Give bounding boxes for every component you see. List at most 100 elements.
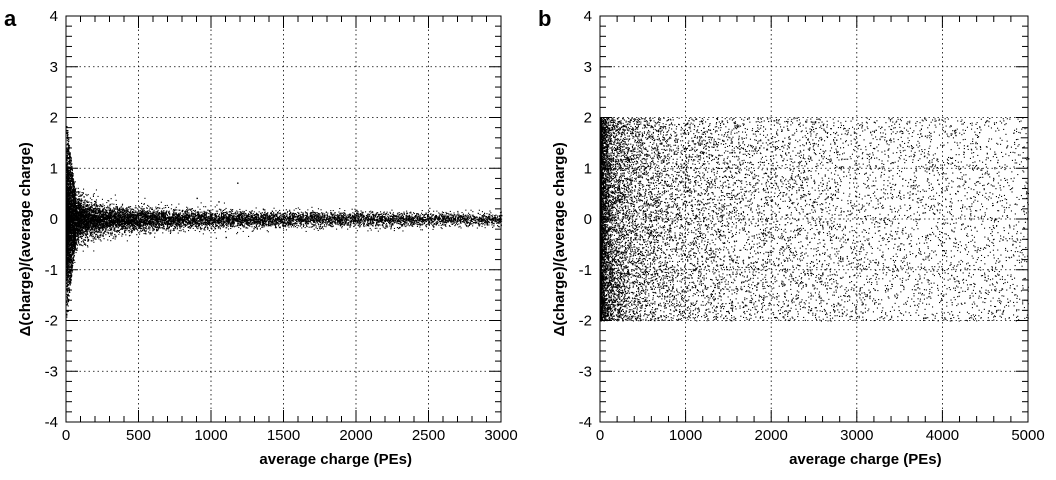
scatter-point: [452, 214, 454, 216]
scatter-point: [401, 220, 403, 222]
scatter-point: [145, 230, 147, 232]
scatter-point: [393, 214, 395, 216]
scatter-point: [448, 225, 450, 227]
scatter-point: [89, 217, 91, 219]
scatter-point: [205, 211, 207, 213]
scatter-point: [491, 224, 493, 226]
scatter-point: [448, 218, 450, 220]
scatter-point: [248, 235, 250, 237]
scatter-point: [227, 225, 229, 227]
scatter-point: [110, 216, 112, 218]
scatter-point: [223, 209, 225, 211]
scatter-point: [226, 225, 228, 227]
scatter-point: [178, 230, 180, 232]
scatter-point: [85, 218, 87, 220]
scatter-point: [421, 212, 423, 214]
scatter-point: [440, 214, 442, 216]
scatter-point: [205, 216, 207, 218]
scatter-point: [253, 227, 255, 229]
scatter-point: [224, 209, 226, 211]
scatter-point: [429, 207, 431, 209]
scatter-point: [386, 223, 388, 225]
scatter-point: [66, 291, 68, 293]
scatter-point: [397, 217, 399, 219]
scatter-point: [211, 216, 213, 218]
scatter-point: [293, 209, 295, 211]
scatter-point: [190, 227, 192, 229]
scatter-point: [232, 219, 234, 221]
scatter-point: [340, 212, 342, 214]
scatter-point: [318, 224, 320, 226]
scatter-point: [194, 229, 196, 231]
scatter-point: [105, 221, 107, 223]
scatter-point: [444, 214, 446, 216]
scatter-point: [113, 209, 115, 211]
scatter-point: [216, 224, 218, 226]
scatter-point: [330, 212, 332, 214]
scatter-point: [121, 206, 123, 208]
scatter-point: [321, 215, 323, 217]
scatter-point: [297, 207, 299, 209]
scatter-point: [86, 231, 88, 233]
scatter-point: [301, 227, 303, 229]
scatter-point: [322, 214, 324, 216]
scatter-point: [168, 228, 170, 230]
scatter-point: [201, 216, 203, 218]
scatter-point: [221, 210, 223, 212]
scatter-point: [301, 218, 303, 220]
scatter-point: [104, 229, 106, 231]
scatter-point: [84, 199, 86, 201]
scatter-point: [101, 198, 103, 200]
scatter-point: [137, 208, 139, 210]
scatter-point: [159, 227, 161, 229]
scatter-point: [134, 207, 136, 209]
scatter-point: [322, 223, 324, 225]
scatter-point: [406, 210, 408, 212]
scatter-point: [419, 215, 421, 217]
scatter-point: [120, 215, 122, 217]
scatter-point: [266, 215, 268, 217]
scatter-point: [275, 217, 277, 219]
scatter-point: [343, 213, 345, 215]
scatter-point: [368, 211, 370, 213]
scatter-point: [332, 210, 334, 212]
scatter-point: [140, 215, 142, 217]
scatter-point: [109, 211, 111, 213]
scatter-point: [382, 223, 384, 225]
scatter-point: [359, 223, 361, 225]
scatter-point: [254, 227, 256, 229]
scatter-point: [253, 221, 255, 223]
scatter-point: [288, 226, 290, 228]
scatter-point: [257, 215, 259, 217]
scatter-point: [85, 243, 87, 245]
scatter-point: [78, 236, 80, 238]
scatter-point: [315, 225, 317, 227]
scatter-point: [369, 214, 371, 216]
scatter-point: [98, 231, 100, 233]
scatter-point: [135, 220, 137, 222]
scatter-point: [248, 223, 250, 225]
scatter-point: [477, 220, 479, 222]
scatter-point: [277, 211, 279, 213]
scatter-point: [223, 226, 225, 228]
scatter-point: [391, 224, 393, 226]
panel-a-letter: a: [4, 6, 17, 31]
scatter-point: [271, 217, 273, 219]
scatter-point: [356, 222, 358, 224]
scatter-point: [205, 219, 207, 221]
scatter-point: [126, 213, 128, 215]
scatter-point: [189, 214, 191, 216]
scatter-point: [223, 212, 225, 214]
scatter-point: [468, 212, 470, 214]
scatter-point: [204, 212, 206, 214]
scatter-point: [365, 211, 367, 213]
scatter-point: [203, 214, 205, 216]
scatter-point: [86, 212, 88, 214]
scatter-point: [187, 212, 189, 214]
scatter-point: [82, 250, 84, 252]
scatter-point: [260, 220, 262, 222]
scatter-point: [201, 223, 203, 225]
scatter-point: [81, 238, 83, 240]
scatter-point: [88, 208, 90, 210]
scatter-point: [125, 234, 127, 236]
